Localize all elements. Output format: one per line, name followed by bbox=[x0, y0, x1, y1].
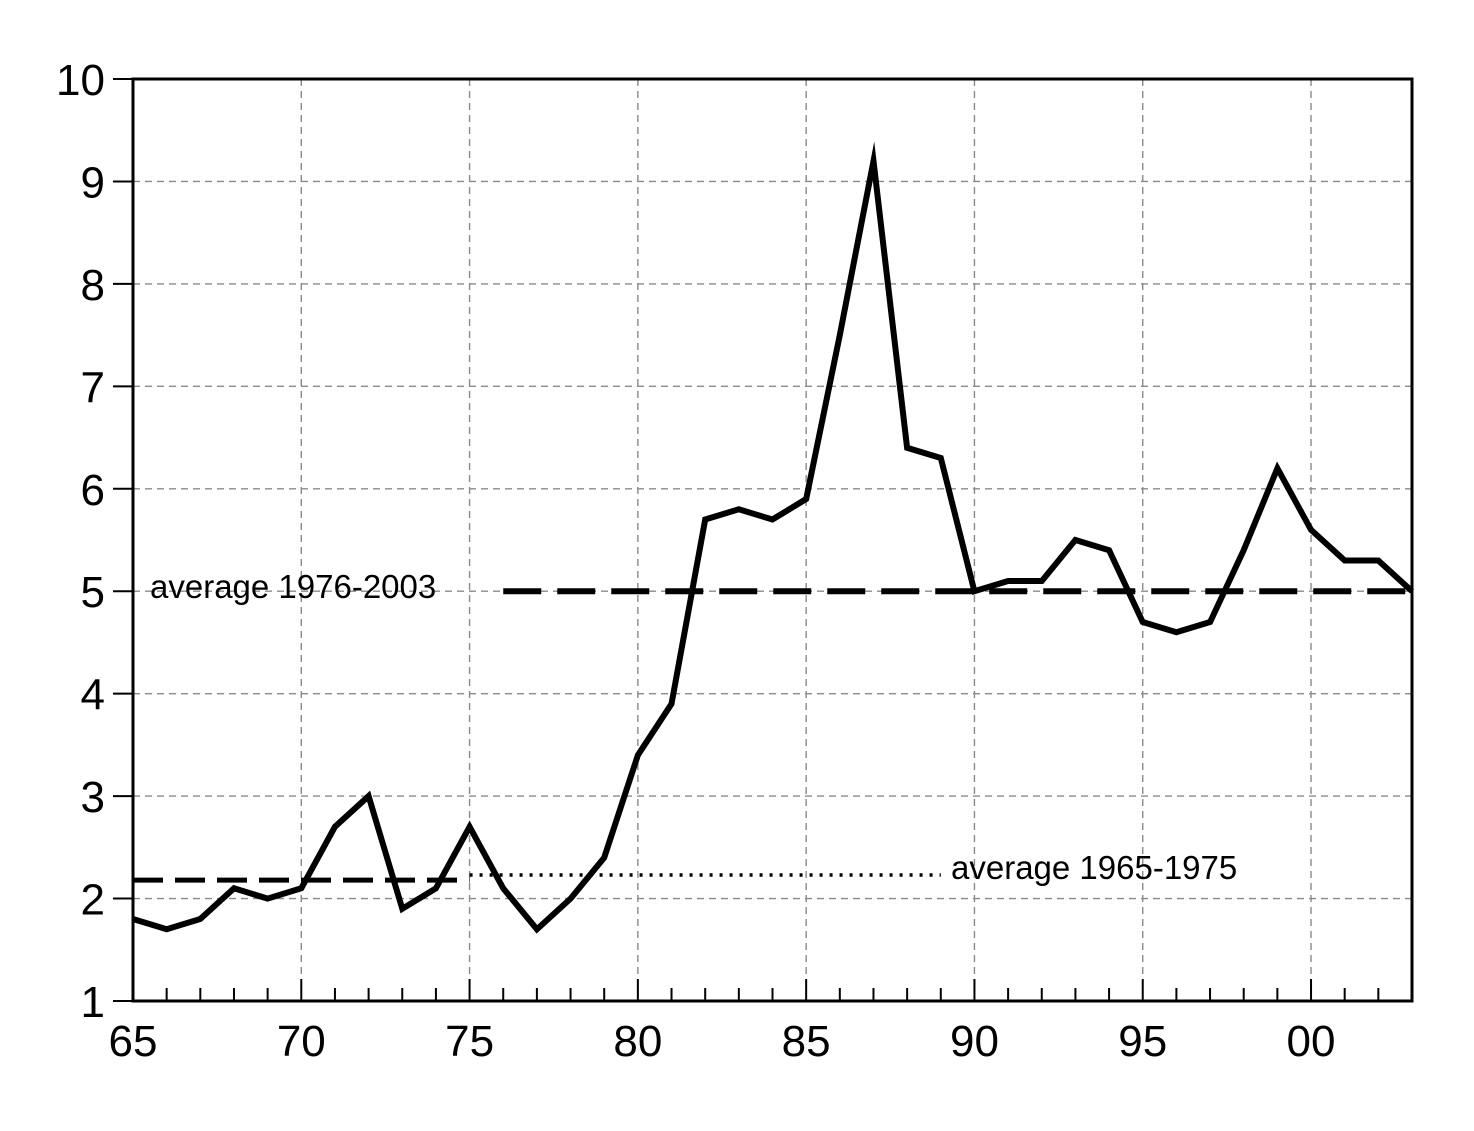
annotation-label: average 1965-1975 bbox=[951, 849, 1237, 886]
series-line bbox=[133, 161, 1412, 929]
x-tick-label: 75 bbox=[445, 1017, 494, 1066]
y-tick-label: 1 bbox=[81, 978, 105, 1027]
annotation-label: average 1976-2003 bbox=[150, 568, 436, 605]
y-tick-label: 10 bbox=[56, 56, 105, 105]
y-tick-label: 9 bbox=[81, 158, 105, 207]
x-tick-label: 65 bbox=[109, 1017, 158, 1066]
x-tick-label: 95 bbox=[1118, 1017, 1167, 1066]
y-tick-label: 3 bbox=[81, 773, 105, 822]
y-tick-label: 6 bbox=[81, 466, 105, 515]
y-tick-label: 8 bbox=[81, 261, 105, 310]
y-tick-label: 5 bbox=[81, 568, 105, 617]
x-tick-label: 90 bbox=[950, 1017, 999, 1066]
x-tick-label: 70 bbox=[277, 1017, 326, 1066]
y-tick-label: 2 bbox=[81, 876, 105, 925]
series bbox=[133, 161, 1412, 929]
reference-lines bbox=[133, 591, 1412, 880]
x-tick-label: 80 bbox=[613, 1017, 662, 1066]
y-tick-label: 4 bbox=[81, 671, 105, 720]
y-tick-label: 7 bbox=[81, 363, 105, 412]
x-tick-label: 85 bbox=[782, 1017, 831, 1066]
x-tick-label: 00 bbox=[1287, 1017, 1336, 1066]
